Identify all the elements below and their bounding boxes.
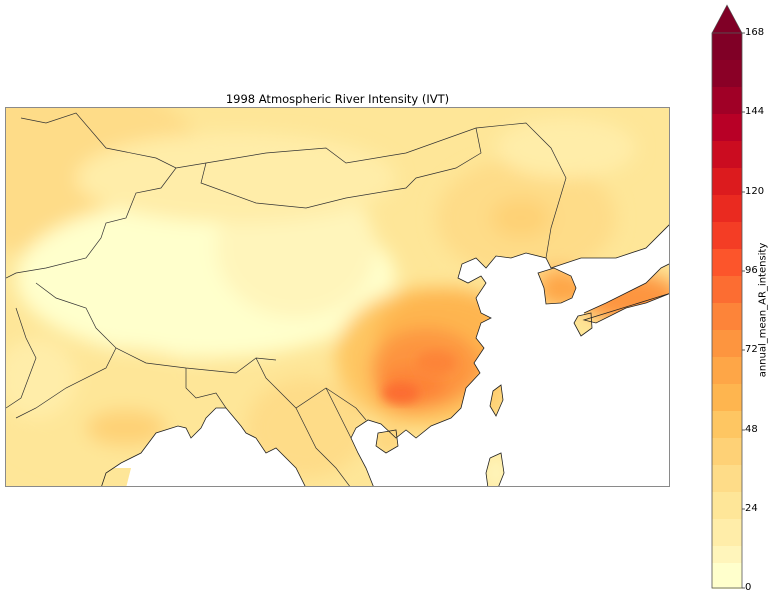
- colorbar-swatches: [711, 4, 745, 589]
- colorbar-tick-24: 24: [745, 503, 758, 514]
- colorbar-tick-0: 0: [745, 582, 752, 593]
- chart-title: 1998 Atmospheric River Intensity (IVT): [225, 92, 450, 106]
- colorbar-tick-168: 168: [745, 27, 765, 38]
- colorbar: [711, 4, 745, 589]
- colorbar-tick-96: 96: [745, 265, 758, 276]
- map-plot-area: [5, 107, 670, 487]
- colorbar-label: annual_mean_AR_intensity: [757, 242, 769, 378]
- colorbar-tick-48: 48: [745, 424, 758, 435]
- colorbar-tick-120: 120: [745, 186, 765, 197]
- colorbar-tick-144: 144: [745, 106, 765, 117]
- colorbar-tick-72: 72: [745, 344, 758, 355]
- contour-map: [6, 108, 669, 486]
